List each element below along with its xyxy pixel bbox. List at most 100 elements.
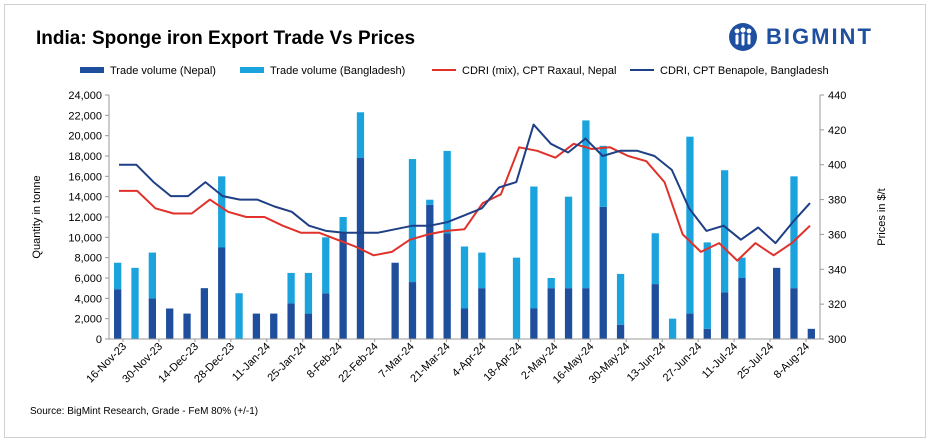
people-group-icon (729, 23, 757, 51)
y2-tick-label: 400 (828, 160, 846, 172)
bar-nepal (391, 262, 399, 339)
brand-name: BIGMINT (766, 24, 873, 49)
bar-nepal (218, 247, 226, 339)
y-tick-label: 2,000 (74, 314, 102, 326)
bar-bangladesh (322, 237, 330, 294)
y-tick-label: 8,000 (74, 253, 102, 265)
lines-layer (119, 123, 811, 262)
y-tick-label: 24,000 (68, 90, 102, 102)
bar-nepal (339, 232, 347, 339)
bar-bangladesh (790, 176, 798, 289)
y-tick-label: 10,000 (68, 232, 102, 244)
legend-label-4: CDRI, CPT Benapole, Bangladesh (660, 65, 829, 77)
bar-bangladesh (582, 120, 590, 289)
bar-bangladesh (443, 150, 451, 234)
y2-tick-label: 440 (828, 90, 846, 102)
bar-nepal (408, 282, 417, 339)
bar-nepal (322, 293, 330, 339)
bar-bangladesh (304, 272, 313, 314)
bar-nepal (114, 289, 122, 339)
bar-bangladesh (478, 252, 486, 289)
y2-tick-label: 300 (828, 334, 846, 346)
bar-nepal (287, 303, 295, 339)
bar-nepal (166, 308, 174, 339)
axes-layer: 0 2,000 4,000 6,000 8,000 10,000 12,000 14,000 1… (31, 90, 888, 386)
bar-nepal (773, 267, 781, 339)
bar-nepal (807, 328, 815, 339)
y-tick-label: 14,000 (68, 192, 102, 204)
bar-nepal (790, 288, 798, 339)
bar-bangladesh (512, 257, 521, 339)
bar-bangladesh (426, 199, 434, 205)
x-tick-label: 8-Aug-24 (772, 341, 812, 381)
y-tick-label: 12,000 (68, 212, 102, 224)
y-tick-label: 20,000 (68, 131, 102, 143)
legend-label-3: CDRI (mix), CPT Raxaul, Nepal (462, 65, 616, 77)
bar-nepal (547, 288, 555, 339)
y-tick-label: 4,000 (74, 293, 102, 305)
bar-bangladesh (460, 246, 469, 309)
legend: Trade volume (Nepal) Trade volume (Bangla… (80, 65, 829, 77)
bar-bangladesh (339, 217, 347, 233)
bar-bangladesh (720, 170, 729, 293)
y2-tick-label: 320 (828, 299, 846, 311)
y-axis-title: Quantity in tonne (31, 175, 43, 258)
bar-nepal (738, 278, 746, 339)
bar-nepal (651, 284, 659, 339)
bar-bangladesh (218, 176, 226, 248)
bar-bangladesh (547, 278, 555, 289)
bar-bangladesh (738, 257, 746, 278)
y-tick-label: 22,000 (68, 110, 102, 122)
bar-nepal (616, 324, 625, 339)
legend-swatch-1 (80, 67, 104, 73)
x-tick-label: 21-Mar-24 (408, 341, 452, 385)
bar-nepal (686, 313, 694, 339)
bar-nepal (460, 308, 469, 339)
bar-bangladesh (703, 242, 711, 329)
x-tick-label: 25-Jul-24 (735, 341, 776, 382)
bar-bangladesh (599, 145, 607, 207)
bar-bangladesh (131, 267, 139, 339)
y2-tick-label: 340 (828, 264, 846, 276)
y-tick-label: 18,000 (68, 151, 102, 163)
bars-layer (114, 112, 815, 339)
y2-tick-label: 380 (828, 195, 846, 207)
bar-bangladesh (287, 272, 295, 304)
bar-nepal (478, 288, 486, 339)
bar-bangladesh (651, 233, 659, 285)
bar-nepal (599, 206, 607, 339)
bar-nepal (720, 292, 729, 339)
bar-nepal (530, 308, 538, 339)
x-tick-label: 18-Apr-24 (481, 341, 524, 384)
bar-bangladesh (235, 293, 243, 339)
brand-logo: BIGMINT (728, 20, 873, 54)
bar-nepal (703, 328, 711, 339)
bar-bangladesh (668, 318, 677, 339)
bar-nepal (582, 288, 590, 339)
bar-bangladesh (356, 112, 365, 159)
bar-nepal (200, 288, 209, 339)
bar-nepal (148, 298, 156, 339)
y-tick-label: 16,000 (68, 171, 102, 183)
x-tick-label: 27-Jun-24 (661, 341, 705, 385)
bar-nepal (183, 313, 191, 339)
legend-label-1: Trade volume (Nepal) (110, 65, 216, 77)
bar-nepal (426, 204, 434, 339)
y2-tick-label: 360 (828, 229, 846, 241)
bar-bangladesh (530, 186, 538, 309)
bar-nepal (252, 313, 261, 339)
x-tick-label: 25-Jan-24 (265, 341, 309, 385)
bar-bangladesh (616, 273, 625, 325)
source-note: Source: BigMint Research, Grade - FeM 80… (30, 406, 259, 417)
bar-bangladesh (686, 136, 694, 314)
chart-frame (4, 4, 926, 438)
x-tick-label: 22-Feb-24 (336, 341, 380, 385)
y-tick-label: 0 (96, 334, 102, 346)
bar-bangladesh (148, 252, 156, 299)
bar-nepal (270, 313, 278, 339)
legend-swatch-2 (240, 67, 264, 73)
bar-nepal (443, 233, 451, 339)
y2-tick-label: 420 (828, 125, 846, 137)
bar-bangladesh (408, 159, 417, 283)
